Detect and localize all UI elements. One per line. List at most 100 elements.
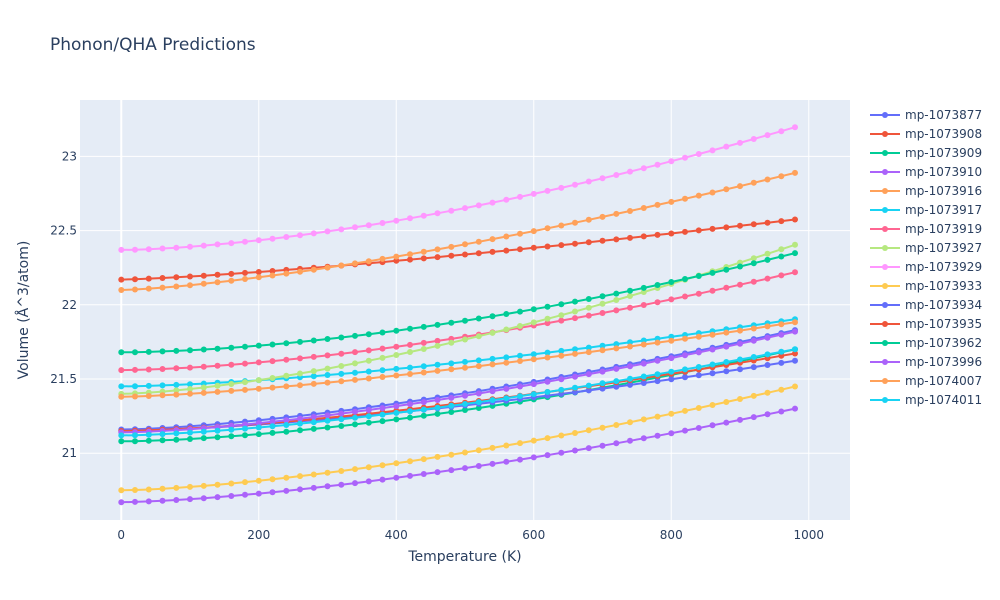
data-point [627,437,633,444]
data-point [242,425,248,432]
data-point [352,466,358,473]
data-point [324,365,331,372]
data-point [365,464,372,471]
data-point [159,284,166,291]
data-point [489,361,496,368]
legend-item[interactable]: mp-1073909 [870,146,982,160]
data-point [255,274,262,281]
data-point [448,394,455,401]
data-point [434,342,441,349]
data-point [297,370,303,377]
legend-item[interactable]: mp-1074011 [870,393,982,407]
legend-label: mp-1073929 [905,260,982,274]
data-point [695,273,702,279]
data-point [792,319,798,326]
legend-item[interactable]: mp-1074007 [870,374,982,388]
legend-item[interactable]: mp-1073934 [870,298,982,312]
data-point [269,272,276,279]
y-tick-label: 21 [62,446,77,460]
data-point [723,368,730,375]
data-point [462,392,468,399]
legend-item[interactable]: mp-1073927 [870,241,982,255]
data-point [778,253,785,260]
data-point [668,230,675,237]
data-point [489,444,496,451]
legend-item[interactable]: mp-1073996 [870,355,982,369]
data-point [475,250,482,257]
legend-label: mp-1073917 [905,203,982,217]
data-point [242,269,248,276]
data-point [420,363,427,370]
data-point [750,260,757,267]
data-point [544,225,551,232]
data-point [448,360,455,367]
data-point [764,323,771,330]
data-point [352,332,358,339]
data-point [434,361,441,368]
legend-item[interactable]: mp-1073917 [870,203,982,217]
data-point [118,367,125,374]
data-point [145,348,152,355]
data-point [668,430,675,437]
data-point [269,268,276,274]
series-mp-1073908 [118,216,798,283]
legend-item[interactable]: mp-1073908 [870,127,982,141]
data-point [283,270,290,277]
data-point [723,329,730,336]
data-point [792,124,798,131]
data-point [764,132,771,139]
data-point [187,364,193,371]
data-point [324,417,331,424]
data-point [462,251,468,258]
data-point [613,297,620,303]
data-point [420,369,427,376]
legend[interactable]: mp-1073877 mp-1073908 mp-1073909 mp-1073910… [870,108,982,407]
data-point [764,275,771,282]
legend-item[interactable]: mp-1073910 [870,165,982,179]
data-point [338,226,345,233]
data-point [379,367,386,374]
legend-item[interactable]: mp-1073877 [870,108,982,122]
data-point [159,348,166,355]
data-point [503,359,510,366]
series-mp-1073929 [118,124,798,253]
data-point [448,467,455,474]
data-point [585,344,592,351]
legend-item[interactable]: mp-1073962 [870,336,982,350]
data-point [627,208,633,214]
data-point [228,426,235,433]
data-point [572,346,578,353]
data-point [737,183,743,190]
legend-swatch-marker [882,226,888,232]
data-point [352,480,358,487]
data-point [737,139,743,146]
data-point [132,487,138,493]
legend-item[interactable]: mp-1073916 [870,184,982,198]
data-point [558,312,565,319]
data-point [393,343,400,350]
data-point [654,413,661,420]
legend-item[interactable]: mp-1073935 [870,317,982,331]
data-point [338,334,345,341]
data-point [544,435,551,442]
data-point [118,438,125,445]
data-point [462,336,468,343]
data-point [242,386,248,393]
data-point [709,331,716,338]
data-point [407,349,413,355]
data-point [338,363,345,369]
data-point [585,216,592,223]
legend-item[interactable]: mp-1073919 [870,222,982,236]
data-point [530,437,537,444]
data-point [695,227,702,234]
data-point [365,331,372,338]
legend-item[interactable]: mp-1073929 [870,260,982,274]
data-point [145,393,152,399]
data-point [145,285,152,292]
data-point [558,449,565,456]
data-point [723,359,730,365]
data-point [503,395,510,402]
data-point [297,338,303,345]
legend-item[interactable]: mp-1073933 [870,279,982,293]
data-point [228,381,235,387]
